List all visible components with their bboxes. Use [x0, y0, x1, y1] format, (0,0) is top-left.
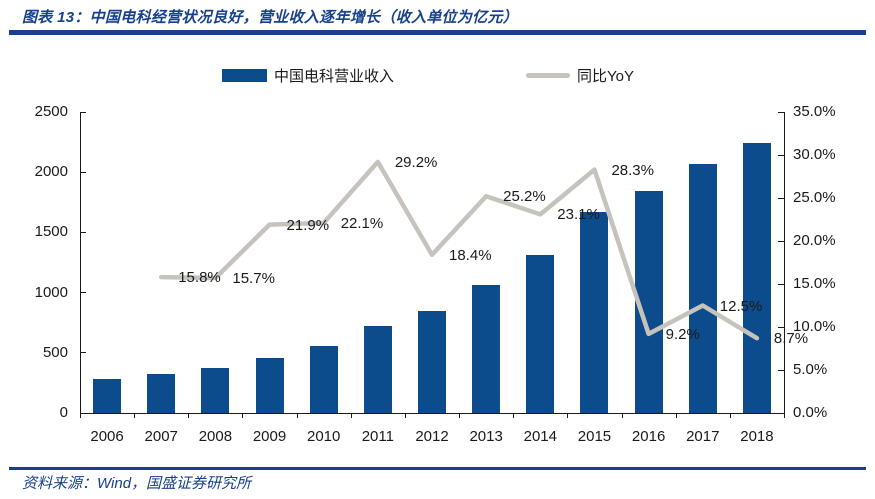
year-label-2006: 2006 [90, 428, 124, 445]
yoy-label-2014: 23.1% [557, 206, 600, 224]
year-label-2017: 2017 [686, 428, 720, 445]
left-axis-label-2500: 2500 [34, 103, 68, 120]
title-divider [9, 30, 866, 35]
right-axis-label-20.0%: 20.0% [793, 232, 836, 249]
y-axis-left [80, 112, 81, 413]
x-axis-tick [459, 413, 461, 418]
bar-2013 [472, 284, 501, 413]
x-axis-tick [134, 413, 136, 418]
x-axis-tick [729, 413, 731, 418]
yoy-label-2012: 18.4% [449, 246, 492, 264]
right-axis-tick [778, 240, 784, 242]
yoy-line [158, 159, 760, 341]
x-axis-tick [567, 413, 569, 418]
left-axis-label-1500: 1500 [34, 223, 68, 241]
x-axis-tick [784, 413, 785, 418]
left-axis-label-500: 500 [42, 343, 68, 361]
right-axis-label-5.0%: 5.0% [793, 361, 828, 378]
right-axis-label-35.0%: 35.0% [793, 103, 836, 120]
bar-2010 [309, 345, 338, 413]
right-axis-label-0.0%: 0.0% [793, 404, 828, 421]
x-axis-tick [350, 413, 352, 418]
legend-item-yoy: 同比YoY [526, 64, 634, 86]
right-axis-tick [778, 154, 784, 156]
x-axis-tick [296, 413, 298, 418]
year-label-2015: 2015 [577, 428, 612, 445]
bar-2012 [418, 310, 446, 413]
bar-2011 [363, 325, 392, 413]
year-label-2016: 2016 [631, 428, 666, 445]
right-axis-tick [778, 326, 784, 328]
legend-label-revenue: 中国电科营业收入 [274, 67, 395, 85]
legend-label-yoy: 同比YoY [577, 67, 634, 85]
bar-2018 [742, 143, 771, 413]
right-axis-tick [778, 197, 784, 199]
source-note: 资料来源：Wind，国盛证券研究所 [22, 475, 252, 492]
x-axis-tick [675, 413, 677, 418]
left-axis-tick [80, 352, 86, 354]
yoy-label-2009: 21.9% [286, 216, 330, 234]
yoy-label-2008: 15.7% [232, 269, 275, 287]
footer-divider [9, 467, 866, 470]
x-axis-tick [188, 413, 190, 418]
year-label-2010: 2010 [307, 428, 341, 445]
y-axis-right [784, 112, 785, 413]
right-axis-label-10.0%: 10.0% [793, 318, 836, 335]
x-axis-tick [80, 413, 81, 418]
left-axis-label-1000: 1000 [34, 283, 68, 301]
x-axis [80, 413, 785, 414]
bar-2017 [688, 164, 717, 413]
yoy-label-2017: 12.5% [719, 297, 763, 315]
yoy-label-2013: 25.2% [503, 188, 546, 206]
year-label-2013: 2013 [469, 428, 503, 445]
bar-2008 [201, 367, 230, 413]
yoy-label-2007: 15.8% [178, 269, 221, 287]
figure-title: 图表 13：中国电科经营状况良好，营业收入逐年增长（收入单位为亿元） [22, 9, 519, 26]
right-axis-tick [778, 412, 784, 414]
bar-2015 [580, 211, 609, 413]
right-axis-tick [778, 369, 784, 371]
left-axis-tick [80, 292, 86, 294]
year-label-2011: 2011 [361, 428, 394, 445]
yoy-label-2016: 9.2% [665, 325, 700, 343]
right-axis-label-30.0%: 30.0% [793, 146, 836, 163]
bar-2009 [255, 358, 284, 413]
year-label-2014: 2014 [523, 428, 557, 445]
legend-item-revenue: 中国电科营业收入 [222, 64, 394, 86]
yoy-line-swatch-icon [526, 72, 570, 78]
yoy-label-2015: 28.3% [611, 161, 654, 179]
left-axis-tick [80, 412, 86, 414]
year-label-2008: 2008 [198, 428, 233, 445]
revenue-bar-swatch-icon [222, 68, 267, 82]
year-label-2009: 2009 [252, 428, 287, 445]
right-axis-label-15.0%: 15.0% [793, 275, 836, 292]
x-axis-tick [242, 413, 244, 418]
bar-2007 [147, 373, 176, 413]
yoy-label-2011: 29.2% [394, 153, 438, 171]
left-axis-tick [80, 171, 86, 173]
yoy-label-2010: 22.1% [340, 214, 384, 232]
x-axis-tick [404, 413, 406, 418]
yoy-label-2018: 8.7% [773, 330, 809, 348]
bar-2006 [93, 379, 122, 413]
left-axis-tick [80, 111, 86, 113]
x-axis-tick [513, 413, 515, 418]
right-axis-tick [778, 111, 784, 113]
right-axis-tick [778, 283, 784, 285]
x-axis-tick [621, 413, 623, 418]
year-label-2007: 2007 [144, 428, 178, 445]
left-axis-label-2000: 2000 [34, 163, 68, 181]
year-label-2018: 2018 [740, 428, 774, 445]
left-axis-tick [80, 231, 86, 233]
left-axis-label-0: 0 [59, 404, 68, 421]
year-label-2012: 2012 [415, 428, 449, 445]
bar-2014 [526, 254, 555, 413]
right-axis-label-25.0%: 25.0% [793, 189, 836, 206]
